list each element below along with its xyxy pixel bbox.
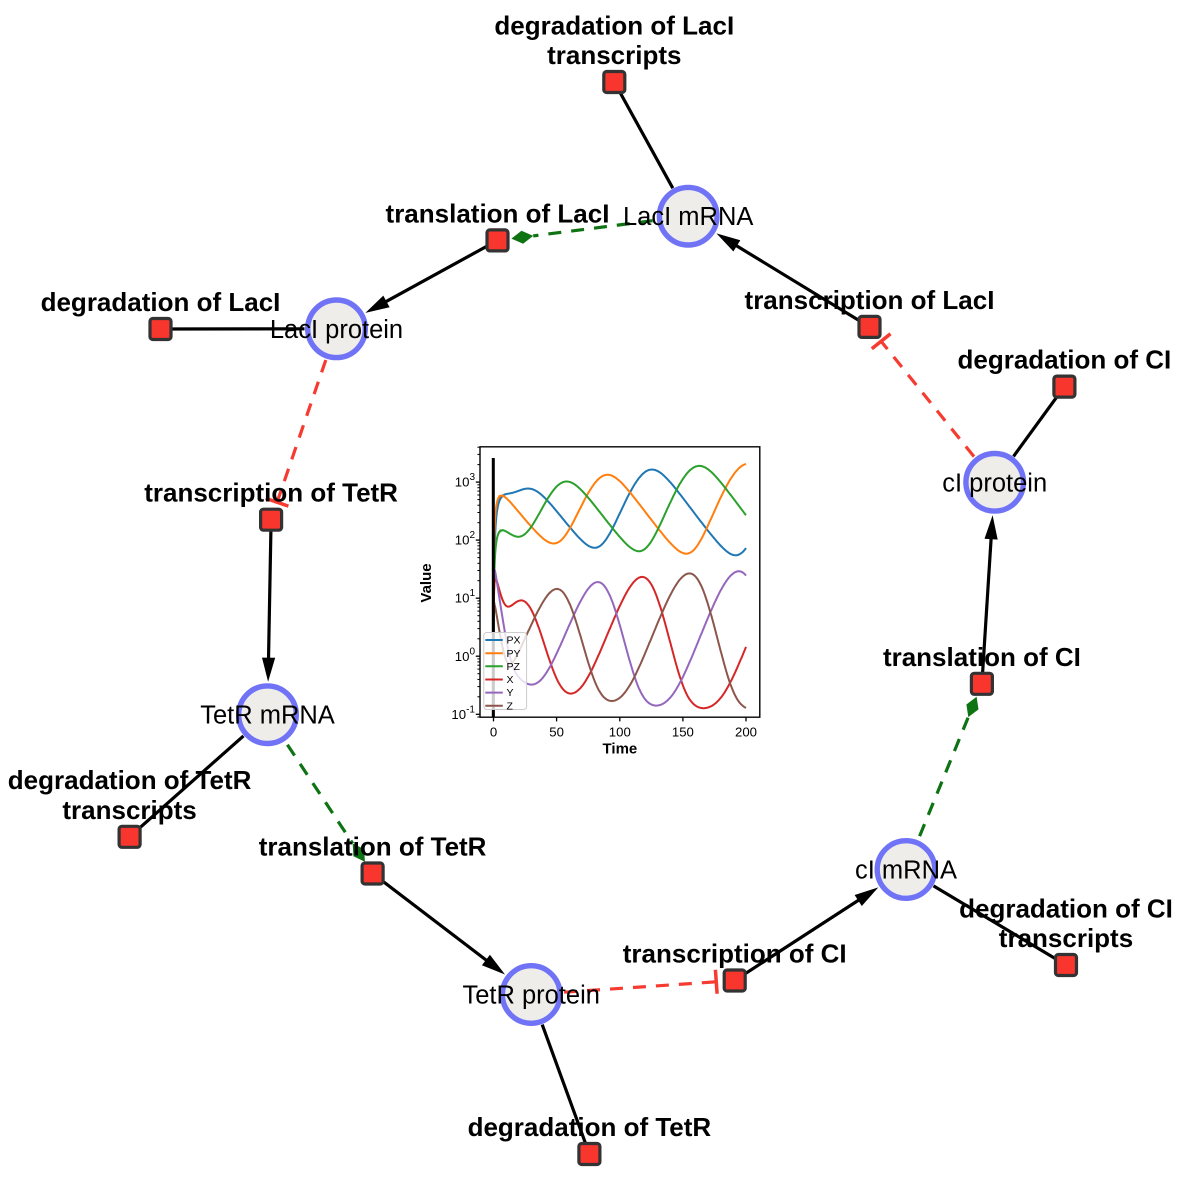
svg-text:translation of TetR: translation of TetR — [259, 832, 487, 862]
svg-text:degradation of CI: degradation of CI — [959, 893, 1173, 923]
svg-text:transcripts: transcripts — [62, 795, 196, 825]
svg-text:degradation of LacI: degradation of LacI — [41, 287, 281, 317]
svg-text:transcripts: transcripts — [999, 923, 1133, 953]
svg-text:transcription of TetR: transcription of TetR — [144, 478, 398, 508]
svg-text:transcription of LacI: transcription of LacI — [745, 285, 995, 315]
svg-text:transcripts: transcripts — [547, 40, 681, 70]
svg-text:TetR mRNA: TetR mRNA — [200, 702, 335, 730]
svg-text:PX: PX — [507, 635, 521, 647]
svg-text:Time: Time — [603, 741, 638, 758]
svg-text:degradation of CI: degradation of CI — [958, 345, 1172, 375]
svg-text:translation of LacI: translation of LacI — [386, 198, 610, 228]
svg-text:TetR protein: TetR protein — [462, 982, 600, 1010]
svg-text:0: 0 — [490, 725, 497, 740]
svg-text:cI protein: cI protein — [942, 469, 1047, 497]
svg-text:degradation of LacI: degradation of LacI — [494, 10, 734, 40]
svg-text:translation of CI: translation of CI — [883, 642, 1081, 672]
svg-text:LacI protein: LacI protein — [270, 316, 403, 344]
svg-text:X: X — [507, 674, 514, 686]
svg-text:degradation of TetR: degradation of TetR — [468, 1112, 712, 1142]
svg-text:50: 50 — [549, 725, 564, 740]
svg-text:150: 150 — [672, 725, 694, 740]
svg-text:Value: Value — [418, 563, 435, 602]
svg-text:PZ: PZ — [507, 661, 521, 673]
svg-text:degradation of TetR: degradation of TetR — [8, 765, 252, 795]
svg-text:100: 100 — [609, 725, 631, 740]
svg-text:Z: Z — [507, 700, 514, 712]
svg-text:cI mRNA: cI mRNA — [855, 857, 957, 885]
svg-text:LacI mRNA: LacI mRNA — [623, 203, 753, 231]
svg-text:200: 200 — [735, 725, 757, 740]
svg-text:PY: PY — [507, 648, 521, 660]
svg-text:Y: Y — [507, 687, 514, 699]
svg-text:transcription of CI: transcription of CI — [623, 939, 847, 969]
